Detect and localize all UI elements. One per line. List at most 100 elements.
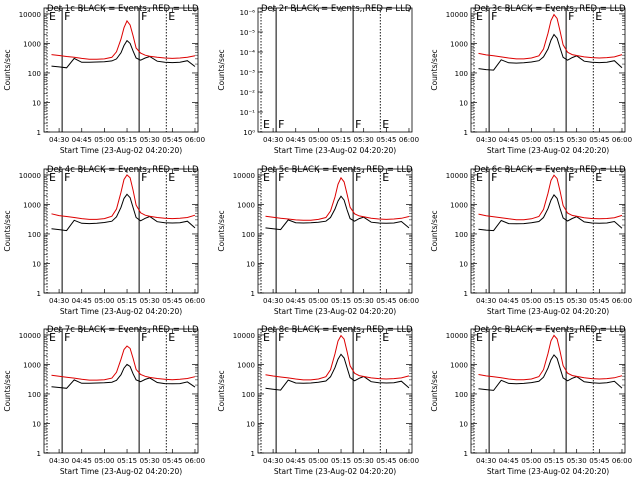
y-tick-label: 1 (37, 290, 41, 298)
plot-frame (470, 328, 626, 454)
marker-flag: E (168, 171, 175, 184)
x-tick-label: 05:00 (308, 457, 328, 465)
x-tick-label: 05:15 (117, 136, 137, 144)
marker-flag: F (141, 331, 147, 344)
y-tick-label: 10⁻⁶ (240, 9, 256, 17)
x-tick-label: 05:30 (567, 136, 587, 144)
y-tick-label: 100 (28, 70, 41, 78)
y-tick-label: 100 (242, 231, 255, 239)
y-tick-label: 1000 (450, 361, 468, 369)
x-tick-label: 06:00 (185, 136, 205, 144)
series-line-events (51, 39, 196, 69)
y-tick-label: 10 (459, 99, 468, 107)
x-tick-label: 04:45 (286, 136, 306, 144)
x-tick-label: 06:00 (612, 136, 632, 144)
series-line-events (478, 354, 623, 391)
y-tick-label: 1 (251, 450, 255, 458)
x-tick-label: 04:30 (263, 457, 283, 465)
x-tick-label: 06:00 (185, 297, 205, 305)
plot-frame (257, 328, 413, 454)
y-axis-label: Counts/sec (217, 49, 226, 90)
y-tick-label: 1000 (450, 40, 468, 48)
panel-3: Det 3c BLACK = Events, RED = LLD Counts/s… (430, 4, 632, 155)
x-tick-label: 05:30 (140, 136, 160, 144)
x-tick-label: 04:45 (499, 136, 519, 144)
plot-frame (257, 168, 413, 294)
marker-flag: E (49, 10, 56, 23)
series-line-events (478, 194, 623, 232)
x-tick-label: 05:00 (94, 297, 114, 305)
marker-flag: E (263, 331, 270, 344)
x-tick-label: 05:00 (521, 457, 541, 465)
series-line-events (265, 195, 410, 231)
panel-1: Det 1c BLACK = Events, RED = LLD Counts/s… (3, 4, 205, 155)
y-tick-label: 10⁰ (243, 129, 255, 137)
x-tick-label: 05:30 (354, 136, 374, 144)
x-axis-label: Start Time (23-Aug-02 04:20:20) (487, 307, 609, 316)
y-axis-label: Counts/sec (3, 210, 12, 251)
x-tick-label: 06:00 (399, 136, 419, 144)
x-tick-label: 04:30 (263, 136, 283, 144)
y-tick-label: 1 (464, 129, 468, 137)
marker-flag: F (491, 171, 497, 184)
marker-flag: E (595, 171, 602, 184)
x-tick-label: 05:15 (331, 136, 351, 144)
x-axis-label: Start Time (23-Aug-02 04:20:20) (487, 146, 609, 155)
marker-flag: F (64, 10, 70, 23)
series-line-lld (51, 345, 196, 381)
y-tick-label: 10 (246, 260, 255, 268)
y-tick-label: 10000 (233, 172, 255, 180)
x-tick-label: 04:30 (476, 297, 496, 305)
x-axis-label: Start Time (23-Aug-02 04:20:20) (274, 146, 396, 155)
y-tick-label: 100 (455, 70, 468, 78)
plot-frame (257, 7, 413, 133)
y-tick-label: 10⁻³ (240, 69, 256, 77)
panel-title: Det 7c BLACK = Events, RED = LLD (47, 325, 199, 335)
y-tick-label: 1000 (23, 201, 41, 209)
marker-flag: F (141, 10, 147, 23)
marker-flag: F (64, 331, 70, 344)
y-tick-label: 10⁻⁵ (240, 29, 256, 37)
x-tick-label: 05:45 (589, 457, 609, 465)
x-tick-label: 05:15 (117, 297, 137, 305)
series-line-events (51, 363, 196, 389)
x-tick-label: 05:15 (331, 457, 351, 465)
series-line-events (51, 193, 196, 232)
y-tick-label: 10 (246, 420, 255, 428)
x-tick-label: 05:45 (589, 297, 609, 305)
marker-flag: F (64, 171, 70, 184)
x-tick-label: 05:30 (567, 297, 587, 305)
x-axis-label: Start Time (23-Aug-02 04:20:20) (487, 467, 609, 476)
x-tick-label: 04:45 (72, 457, 92, 465)
marker-flag: E (49, 331, 56, 344)
x-tick-label: 04:30 (476, 136, 496, 144)
plot-frame (43, 7, 199, 133)
x-axis-label: Start Time (23-Aug-02 04:20:20) (274, 307, 396, 316)
marker-flag: F (355, 118, 361, 131)
marker-flag: F (278, 118, 284, 131)
marker-flag: F (141, 171, 147, 184)
x-tick-label: 05:00 (308, 297, 328, 305)
y-tick-label: 10000 (233, 332, 255, 340)
plot-frame (43, 168, 199, 294)
marker-flag: E (595, 331, 602, 344)
y-axis-label: Counts/sec (217, 370, 226, 411)
y-tick-label: 10 (32, 260, 41, 268)
y-axis-label: Counts/sec (430, 49, 439, 90)
marker-flag: F (568, 10, 574, 23)
y-tick-label: 10⁻² (240, 89, 256, 97)
series-line-lld (51, 19, 196, 60)
x-tick-label: 05:00 (521, 297, 541, 305)
y-tick-label: 1000 (237, 361, 255, 369)
y-tick-label: 10 (459, 260, 468, 268)
y-tick-label: 10000 (19, 11, 41, 19)
marker-flag: F (568, 171, 574, 184)
marker-flag: E (476, 331, 483, 344)
y-tick-label: 100 (455, 391, 468, 399)
panel-8: Det 8c BLACK = Events, RED = LLD Counts/s… (217, 325, 419, 476)
x-axis-label: Start Time (23-Aug-02 04:20:20) (60, 146, 182, 155)
panel-7: Det 7c BLACK = Events, RED = LLD Counts/s… (3, 325, 205, 476)
marker-flag: E (382, 331, 389, 344)
marker-flag: F (568, 331, 574, 344)
x-tick-label: 05:00 (521, 136, 541, 144)
